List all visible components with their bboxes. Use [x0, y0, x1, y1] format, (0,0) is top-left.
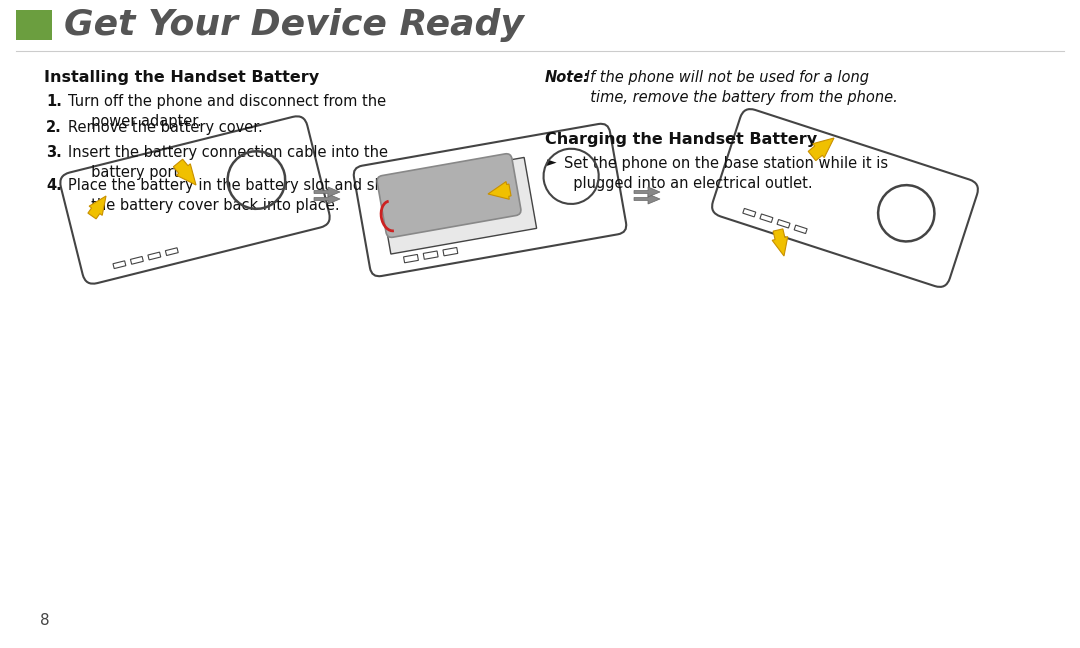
FancyBboxPatch shape: [712, 109, 977, 287]
Text: 1.: 1.: [46, 94, 62, 109]
Bar: [760, 214, 773, 222]
FancyArrow shape: [174, 159, 195, 185]
Text: 2.: 2.: [46, 120, 62, 135]
FancyBboxPatch shape: [16, 10, 52, 40]
Text: Note:: Note:: [545, 70, 590, 85]
FancyBboxPatch shape: [60, 116, 329, 284]
Bar: [423, 251, 438, 259]
Text: Get Your Device Ready: Get Your Device Ready: [64, 8, 524, 42]
FancyBboxPatch shape: [354, 124, 626, 276]
Bar: [131, 257, 144, 264]
Text: 3.: 3.: [46, 145, 62, 160]
Bar: [443, 248, 458, 256]
Text: Place the battery in the battery slot and slide
     the battery cover back into: Place the battery in the battery slot an…: [68, 178, 401, 213]
Text: ►: ►: [546, 156, 556, 169]
FancyArrow shape: [808, 138, 834, 161]
FancyArrow shape: [87, 196, 106, 219]
Bar: [165, 248, 178, 255]
Text: Turn off the phone and disconnect from the
     power adapter.: Turn off the phone and disconnect from t…: [68, 94, 387, 130]
Bar: [794, 225, 807, 233]
Text: Installing the Handset Battery: Installing the Handset Battery: [44, 70, 319, 85]
Text: Remove the battery cover.: Remove the battery cover.: [68, 120, 262, 135]
Text: Charging the Handset Battery: Charging the Handset Battery: [545, 132, 818, 147]
FancyBboxPatch shape: [378, 157, 537, 254]
FancyArrow shape: [634, 194, 660, 204]
Text: Set the phone on the base station while it is
  plugged into an electrical outle: Set the phone on the base station while …: [564, 156, 888, 191]
FancyArrow shape: [314, 187, 340, 197]
Bar: [777, 220, 789, 228]
Text: 8: 8: [40, 613, 50, 628]
Text: If the phone will not be used for a long
  time, remove the battery from the pho: If the phone will not be used for a long…: [581, 70, 897, 106]
Bar: [113, 261, 126, 268]
Bar: [404, 255, 418, 263]
Bar: [148, 252, 161, 260]
Text: Insert the battery connection cable into the
     battery port.: Insert the battery connection cable into…: [68, 145, 388, 180]
Bar: [743, 209, 756, 217]
FancyBboxPatch shape: [377, 154, 521, 237]
FancyArrow shape: [314, 194, 340, 204]
FancyArrow shape: [772, 229, 787, 256]
FancyArrow shape: [488, 181, 511, 200]
FancyArrow shape: [634, 187, 660, 197]
Text: 4.: 4.: [46, 178, 62, 193]
